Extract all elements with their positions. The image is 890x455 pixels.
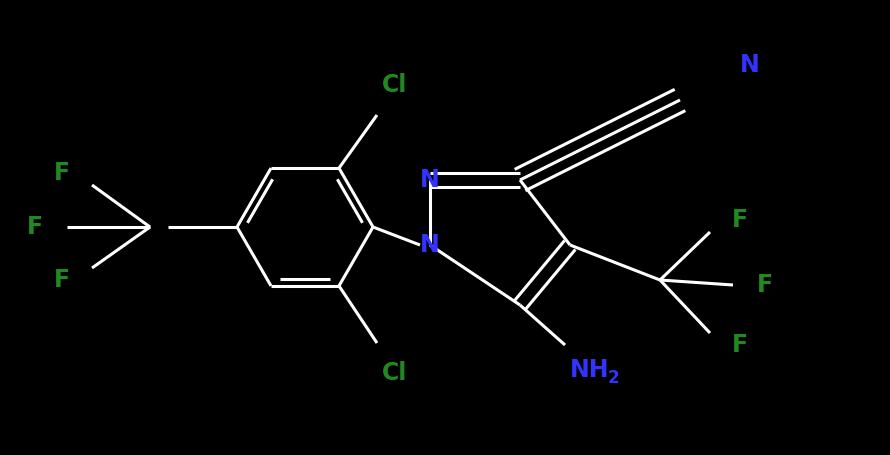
Text: F: F <box>757 273 773 297</box>
Text: N: N <box>740 53 760 77</box>
Text: NH: NH <box>570 358 610 382</box>
Text: N: N <box>420 168 440 192</box>
Text: F: F <box>54 268 70 292</box>
Text: Cl: Cl <box>383 73 408 97</box>
Text: F: F <box>732 333 748 357</box>
Text: F: F <box>732 208 748 232</box>
Text: Cl: Cl <box>383 361 408 385</box>
Text: 2: 2 <box>608 369 619 387</box>
Text: F: F <box>27 215 43 239</box>
Text: F: F <box>54 161 70 185</box>
Text: N: N <box>420 233 440 257</box>
